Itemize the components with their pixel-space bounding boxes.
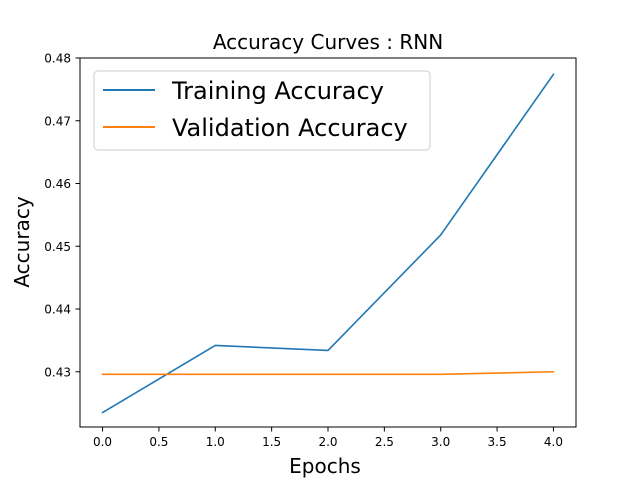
legend: Training Accuracy Validation Accuracy — [93, 70, 431, 151]
series-line-training — [101, 73, 555, 414]
x-axis-label: Epochs — [289, 454, 361, 478]
x-tick-label: 4.0 — [544, 435, 563, 449]
x-tick-label: 3.0 — [431, 435, 450, 449]
series-line-validation — [101, 370, 555, 376]
y-tick-label: 0.48 — [44, 52, 71, 66]
y-tick-label: 0.43 — [44, 365, 71, 379]
y-tick-label: 0.45 — [44, 240, 71, 254]
legend-box — [93, 70, 431, 151]
x-tick-label: 0.5 — [149, 435, 168, 449]
y-tick-label: 0.46 — [44, 177, 71, 191]
x-tick-label: 2.5 — [375, 435, 394, 449]
y-axis-label: Accuracy — [10, 196, 34, 287]
series-layer — [101, 73, 555, 414]
legend-label-training: Training Accuracy — [171, 77, 384, 105]
y-tick-label: 0.44 — [44, 303, 71, 317]
y-tick-label: 0.47 — [44, 114, 71, 128]
x-axis-ticks: 0.0 0.5 1.0 1.5 2.0 2.5 3.0 3.5 4.0 — [93, 427, 563, 449]
legend-label-validation: Validation Accuracy — [172, 114, 408, 142]
x-tick-label: 1.0 — [206, 435, 225, 449]
x-tick-label: 3.5 — [488, 435, 507, 449]
x-tick-label: 2.0 — [318, 435, 337, 449]
chart-title: Accuracy Curves : RNN — [213, 30, 443, 54]
x-tick-label: 1.5 — [262, 435, 281, 449]
y-axis-ticks: 0.43 0.44 0.45 0.46 0.47 0.48 — [44, 52, 80, 379]
x-tick-label: 0.0 — [93, 435, 112, 449]
